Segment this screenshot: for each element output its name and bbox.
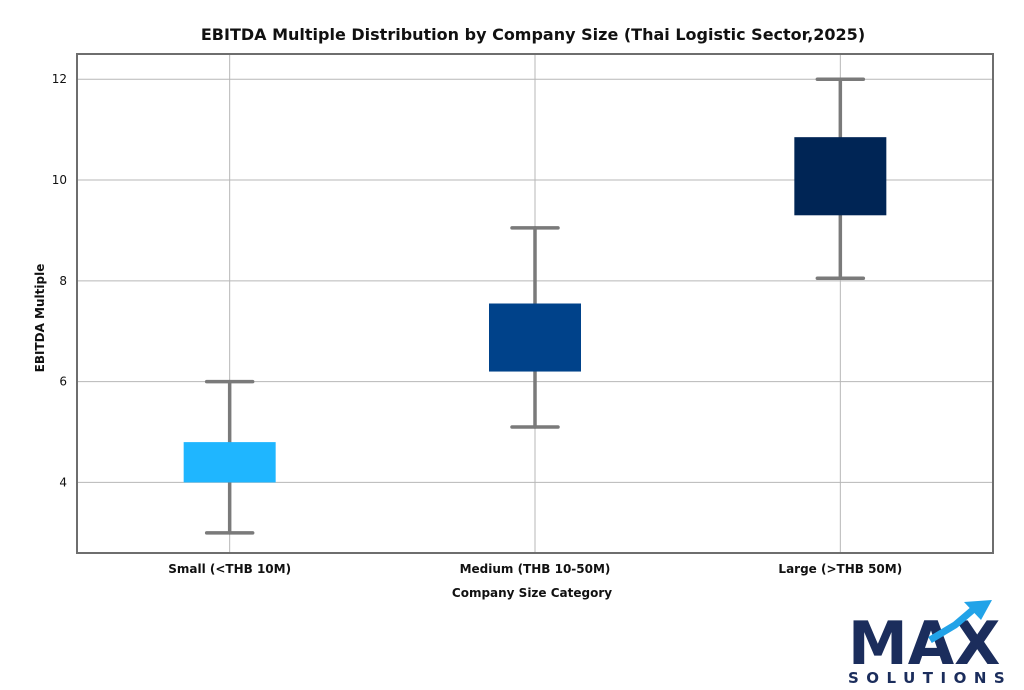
x-tick-labels: Small (<THB 10M) Medium (THB 10-50M) Large… [168,562,902,576]
box-plot [183,379,276,535]
x-axis-label: Company Size Category [452,586,612,600]
logo-wordmark: MAX [848,609,1000,679]
y-tick-label: 4 [59,475,67,489]
iqr-box [183,442,276,483]
y-axis-label: EBITDA Multiple [33,264,47,373]
y-tick-label: 10 [52,173,67,187]
x-tick-label: Small (<THB 10M) [168,562,291,576]
logo-arrow-icon [928,605,978,644]
x-tick-label: Medium (THB 10-50M) [460,562,611,576]
y-tick-label: 12 [52,72,67,86]
y-tick-label: 6 [59,375,67,389]
chart-title: EBITDA Multiple Distribution by Company … [201,25,865,44]
iqr-box [489,303,581,372]
box-layer [183,77,887,535]
y-tick-labels: 4 6 8 10 12 [52,72,67,489]
logo-tagline: SOLUTIONS [848,669,1012,687]
y-tick-label: 8 [59,274,67,288]
logo-arrowhead-icon [964,600,992,620]
x-tick-label: Large (>THB 50M) [778,562,902,576]
max-solutions-logo: MAX SOLUTIONS [848,600,1012,687]
box-plot [794,77,887,281]
box-plot [489,226,581,429]
iqr-box [794,137,887,216]
plot-area-frame [76,53,994,554]
